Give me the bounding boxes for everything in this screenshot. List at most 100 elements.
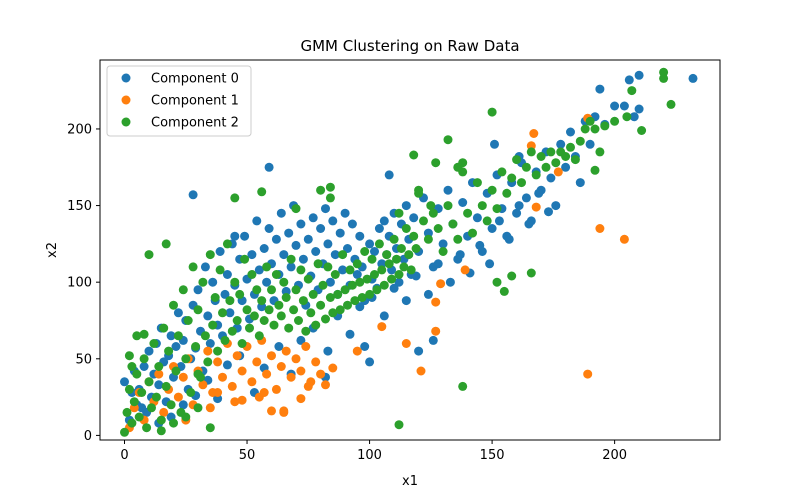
- scatter-point-s1-38: [311, 357, 321, 367]
- scatter-point-s0-168: [414, 346, 424, 356]
- scatter-point-s1-10: [173, 392, 183, 402]
- scatter-point-s2-39: [215, 265, 225, 275]
- scatter-point-s2-147: [546, 147, 556, 157]
- scatter-point-s1-39: [316, 369, 326, 379]
- scatter-point-s2-176: [193, 369, 203, 379]
- scatter-point-s2-112: [394, 270, 404, 279]
- scatter-point-s2-187: [443, 135, 453, 145]
- scatter-point-s2-82: [321, 314, 330, 324]
- scatter-point-s2-34: [203, 357, 213, 367]
- scatter-point-s2-132: [472, 178, 482, 188]
- scatter-point-s2-91: [343, 300, 352, 310]
- scatter-point-s2-18: [164, 346, 174, 356]
- scatter-point-s0-90: [347, 219, 357, 229]
- scatter-point-s2-25: [181, 354, 191, 364]
- scatter-point-s2-40: [218, 308, 227, 318]
- scatter-point-s0-83: [330, 250, 340, 260]
- scatter-point-s2-142: [521, 162, 531, 172]
- scatter-point-s2-139: [507, 173, 517, 183]
- scatter-point-s0-156: [624, 75, 634, 85]
- scatter-point-s1-21: [227, 381, 237, 391]
- scatter-point-s0-79: [321, 204, 330, 214]
- scatter-point-s0-150: [585, 139, 595, 149]
- scatter-point-s2-107: [382, 250, 392, 260]
- scatter-point-s2-108: [384, 259, 394, 269]
- scatter-point-s2-117: [406, 265, 416, 275]
- scatter-point-s2-7: [137, 388, 147, 397]
- x-tick-label-2: 100: [357, 448, 382, 463]
- scatter-point-s2-162: [637, 126, 647, 135]
- scatter-point-s2-157: [595, 147, 605, 157]
- scatter-point-s2-81: [318, 280, 328, 290]
- scatter-point-s0-56: [264, 224, 274, 233]
- scatter-point-s2-134: [482, 216, 492, 226]
- scatter-point-s0-144: [556, 139, 566, 149]
- scatter-point-s2-93: [347, 280, 357, 290]
- x-tick-label-0: 0: [120, 448, 128, 463]
- scatter-point-s1-6: [154, 369, 164, 379]
- scatter-point-s0-142: [546, 173, 556, 183]
- scatter-point-s0-194: [411, 271, 421, 281]
- scatter-point-s0-54: [259, 244, 269, 253]
- scatter-point-s2-90: [340, 285, 350, 295]
- scatter-point-s2-95: [352, 259, 362, 269]
- scatter-point-s0-197: [445, 277, 455, 287]
- scatter-point-s2-99: [362, 274, 372, 284]
- scatter-point-s2-74: [301, 326, 311, 336]
- scatter-point-s0-85: [335, 228, 345, 238]
- scatter-point-s2-196: [169, 418, 178, 428]
- scatter-point-s0-182: [274, 342, 284, 351]
- scatter-point-s2-193: [139, 329, 149, 339]
- scatter-point-s2-32: [198, 277, 208, 287]
- scatter-point-s0-64: [284, 228, 294, 238]
- scatter-point-s2-33: [200, 331, 210, 341]
- scatter-point-s0-193: [401, 296, 411, 306]
- scatter-point-s2-130: [463, 208, 473, 218]
- scatter-point-s2-125: [438, 247, 448, 256]
- scatter-point-s1-29: [267, 351, 276, 361]
- legend-box: [106, 65, 252, 137]
- scatter-point-s1-64: [279, 406, 289, 416]
- scatter-point-s0-162: [264, 162, 274, 172]
- scatter-point-s0-38: [220, 289, 230, 299]
- scatter-point-s1-57: [553, 167, 563, 177]
- scatter-point-s2-98: [360, 247, 370, 256]
- scatter-point-s0-160: [688, 73, 698, 83]
- scatter-point-s0-82: [328, 216, 338, 226]
- scatter-point-s0-146: [566, 127, 575, 137]
- scatter-point-s2-83: [323, 262, 333, 272]
- scatter-point-s0-81: [325, 277, 335, 287]
- chart-title: GMM Clustering on Raw Data: [300, 37, 519, 55]
- scatter-point-s0-19: [173, 308, 183, 318]
- scatter-point-s2-160: [622, 112, 632, 122]
- scatter-point-s1-41: [205, 403, 215, 413]
- scatter-point-s0-155: [619, 101, 629, 111]
- scatter-point-s0-75: [311, 247, 321, 256]
- scatter-point-s1-59: [595, 224, 605, 233]
- scatter-point-s0-152: [595, 84, 605, 94]
- scatter-point-s1-65: [259, 388, 269, 397]
- scatter-point-s2-186: [426, 201, 436, 211]
- points-layer: [120, 67, 698, 437]
- scatter-point-s2-102: [370, 270, 379, 279]
- scatter-point-s1-54: [460, 265, 470, 275]
- scatter-point-s0-184: [296, 335, 306, 345]
- scatter-point-s2-30: [193, 305, 203, 315]
- scatter-point-s2-60: [267, 285, 276, 295]
- scatter-point-s0-52: [254, 265, 264, 275]
- scatter-point-s2-131: [468, 228, 477, 238]
- scatter-point-s2-152: [570, 155, 580, 165]
- scatter-point-s2-54: [252, 285, 262, 295]
- scatter-point-s0-143: [551, 201, 561, 211]
- legend-label-2: Component 2: [151, 116, 239, 131]
- scatter-point-s0-120: [438, 239, 448, 249]
- scatter-point-s0-46: [240, 231, 250, 241]
- scatter-point-s2-199: [205, 423, 215, 433]
- scatter-point-s2-72: [296, 265, 306, 275]
- scatter-point-s0-135: [512, 208, 522, 218]
- scatter-point-s2-76: [306, 308, 316, 318]
- scatter-point-s1-36: [301, 342, 311, 351]
- legend: Component 0 Component 1 Component 2: [106, 65, 252, 137]
- scatter-point-s2-123: [428, 208, 438, 218]
- scatter-point-s2-73: [298, 296, 308, 306]
